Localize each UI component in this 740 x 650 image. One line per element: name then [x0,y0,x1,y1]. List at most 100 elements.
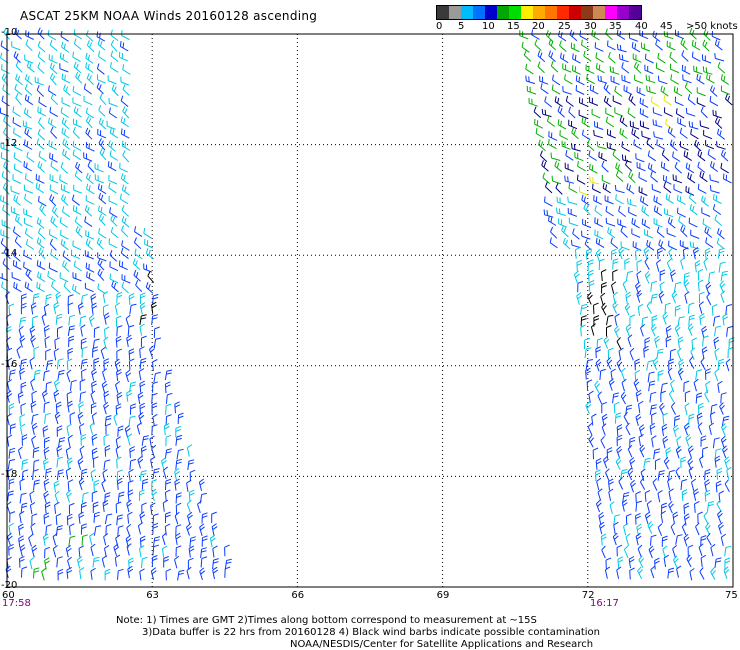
wind-barb [613,514,621,526]
wind-barb [621,62,630,74]
wind-barb [653,448,661,460]
wind-barb [697,422,703,435]
wind-barb [54,490,60,504]
lon-label: 69 [436,590,450,601]
wind-barb [104,444,111,457]
wind-barb [608,478,614,491]
wind-barb [704,469,711,481]
wind-barb [78,511,85,524]
wind-barb [90,402,97,414]
wind-barb [534,39,542,52]
wind-barb [66,358,73,371]
wind-barb [720,149,729,162]
wind-barb [720,533,727,547]
wind-barb [152,381,158,393]
wind-barb [569,29,578,42]
wind-barb [557,119,567,130]
wind-barb [586,379,593,392]
wind-barb [121,240,130,251]
wind-barb [620,241,630,251]
wind-barb [139,323,145,336]
wind-barb [30,378,36,391]
wind-barb [679,141,689,151]
wind-barb [700,106,708,119]
wind-barb [143,228,152,239]
wind-barb [706,501,715,512]
wind-barb [8,303,15,316]
wind-barb [67,325,76,336]
wind-barb [687,445,694,458]
wind-barb [53,301,60,315]
wind-barb [571,127,579,140]
wind-barb [152,359,158,371]
wind-barb [115,403,122,416]
wind-barb [709,174,720,183]
wind-barb [199,567,206,581]
wind-barb [90,543,96,557]
wind-barb [714,455,721,468]
wind-barb [612,95,622,105]
legend-swatch [473,6,485,19]
wind-barb [702,54,712,64]
wind-barb [33,567,40,579]
wind-barb [102,368,108,381]
wind-barb [31,422,38,436]
wind-barb [668,500,674,514]
wind-barb [56,358,64,370]
wind-barb [109,250,118,262]
wind-barb [115,501,122,514]
wind-barb [701,325,708,339]
lon-label: 66 [291,590,305,601]
wind-barb [45,467,52,479]
wind-barb [594,205,603,217]
wind-barb [165,434,172,447]
wind-barb [720,162,729,174]
wind-barb [600,269,607,282]
map-frame [6,33,734,588]
wind-barb [116,348,122,361]
wind-barb [633,139,642,150]
wind-barb [625,291,632,304]
wind-barb [720,290,726,304]
wind-barb [718,247,725,259]
wind-barb [560,52,569,64]
wind-barb [725,304,733,315]
wind-barb [625,323,632,337]
wind-barb [97,283,106,295]
wind-barb [44,557,50,570]
wind-barb [595,52,604,63]
wind-barb [85,195,95,205]
wind-barb [175,425,181,438]
wind-barb [667,469,675,481]
wind-barb [97,39,106,51]
wind-barb [138,368,145,381]
note-line-3: NOAA/NESDIS/Center for Satellite Applica… [290,639,594,650]
wind-barb [668,389,675,403]
wind-barb [714,448,722,460]
wind-barb [704,389,710,403]
wind-barb [667,126,676,138]
wind-barb [41,389,48,403]
wind-barb [24,83,33,96]
wind-barb [608,378,615,391]
wind-barb [567,196,578,205]
wind-barb [110,214,118,227]
wind-barb [629,120,640,130]
wind-barb [684,402,690,416]
wind-barb [653,218,663,228]
wind-barb [706,73,715,84]
wind-barb [691,478,697,492]
wind-barb [694,260,701,273]
wind-barb [693,488,699,501]
wind-barb [696,87,706,97]
wind-barb [45,359,54,371]
wind-barb [705,368,711,380]
wind-barb [2,182,10,195]
wind-barb [725,93,733,106]
wind-barb [141,556,148,568]
wind-barb [175,545,182,557]
wind-barb [647,521,654,534]
wind-barb [53,378,60,392]
wind-barb [559,130,569,141]
